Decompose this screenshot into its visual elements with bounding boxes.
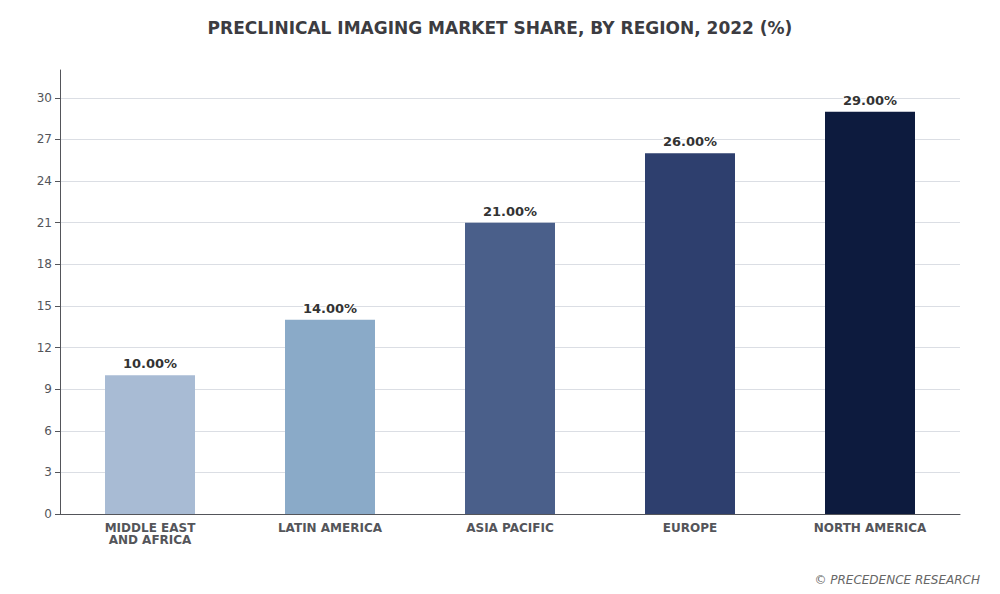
svg-text:26.00%: 26.00% xyxy=(663,134,717,149)
svg-text:10.00%: 10.00% xyxy=(123,356,177,371)
svg-text:ASIA PACIFIC: ASIA PACIFIC xyxy=(466,521,554,535)
svg-text:15: 15 xyxy=(37,299,52,313)
svg-text:AND AFRICA: AND AFRICA xyxy=(109,533,192,547)
svg-text:MIDDLE EAST: MIDDLE EAST xyxy=(104,521,196,535)
svg-text:14.00%: 14.00% xyxy=(303,301,357,316)
svg-text:21: 21 xyxy=(37,216,52,230)
svg-text:NORTH AMERICA: NORTH AMERICA xyxy=(814,521,927,535)
svg-text:12: 12 xyxy=(37,341,52,355)
svg-text:3: 3 xyxy=(44,465,52,479)
svg-text:21.00%: 21.00% xyxy=(483,204,537,219)
svg-text:18: 18 xyxy=(37,257,52,271)
svg-text:30: 30 xyxy=(37,91,52,105)
svg-text:27: 27 xyxy=(37,132,52,146)
svg-text:0: 0 xyxy=(44,507,52,521)
svg-text:29.00%: 29.00% xyxy=(843,93,897,108)
svg-text:EUROPE: EUROPE xyxy=(663,521,717,535)
svg-text:6: 6 xyxy=(44,424,52,438)
svg-text:9: 9 xyxy=(44,382,52,396)
svg-text:LATIN AMERICA: LATIN AMERICA xyxy=(278,521,383,535)
svg-text:24: 24 xyxy=(37,174,52,188)
svg-text:PRECLINICAL IMAGING MARKET SHA: PRECLINICAL IMAGING MARKET SHARE, BY REG… xyxy=(208,18,793,38)
svg-text:© PRECEDENCE RESEARCH: © PRECEDENCE RESEARCH xyxy=(814,573,980,587)
